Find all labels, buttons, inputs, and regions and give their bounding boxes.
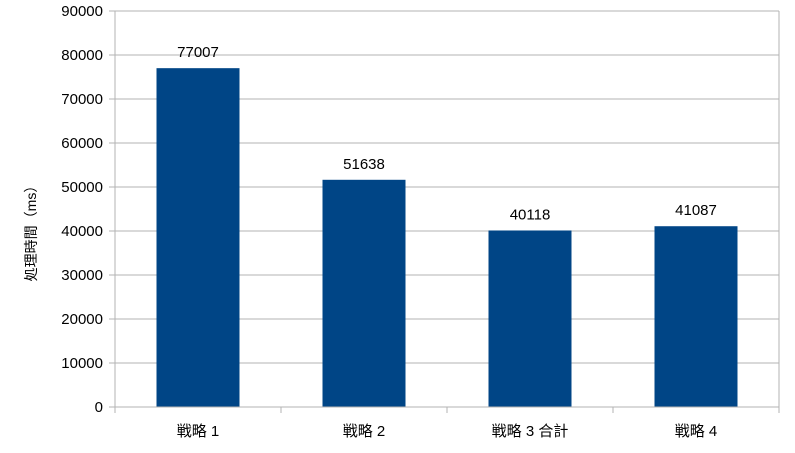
y-tick-label: 50000 (61, 179, 103, 196)
data-label: 41087 (675, 202, 717, 219)
y-tick-label: 30000 (61, 267, 103, 284)
x-tick-label: 戦略 3 合計 (492, 423, 569, 440)
x-tick-label: 戦略 4 (675, 423, 718, 440)
bar (156, 68, 240, 408)
data-label: 40118 (510, 206, 551, 223)
data-label: 51638 (343, 156, 385, 173)
y-axis-label: 処理時間（ms） (23, 179, 39, 282)
y-tick-label: 20000 (61, 311, 103, 328)
y-tick-label: 60000 (61, 135, 103, 152)
data-labels: 77007 51638 40118 41087 (177, 44, 717, 223)
bar (654, 226, 738, 407)
y-tick-labels: 0 10000 20000 30000 40000 50000 60000 70000 8000… (61, 3, 103, 416)
bars (156, 68, 738, 408)
axes (109, 10, 780, 413)
data-label: 77007 (177, 44, 219, 61)
y-tick-label: 0 (95, 399, 103, 416)
y-tick-label: 80000 (61, 47, 103, 64)
bar (488, 230, 572, 407)
x-tick-label: 戦略 2 (343, 423, 386, 440)
bar (322, 179, 406, 407)
y-tick-label: 10000 (61, 355, 103, 372)
x-tick-labels: 戦略 1 戦略 2 戦略 3 合計 戦略 4 (177, 423, 718, 440)
y-tick-label: 90000 (61, 3, 103, 20)
y-tick-label: 70000 (61, 91, 103, 108)
y-tick-label: 40000 (61, 223, 103, 240)
x-tick-label: 戦略 1 (177, 423, 220, 440)
